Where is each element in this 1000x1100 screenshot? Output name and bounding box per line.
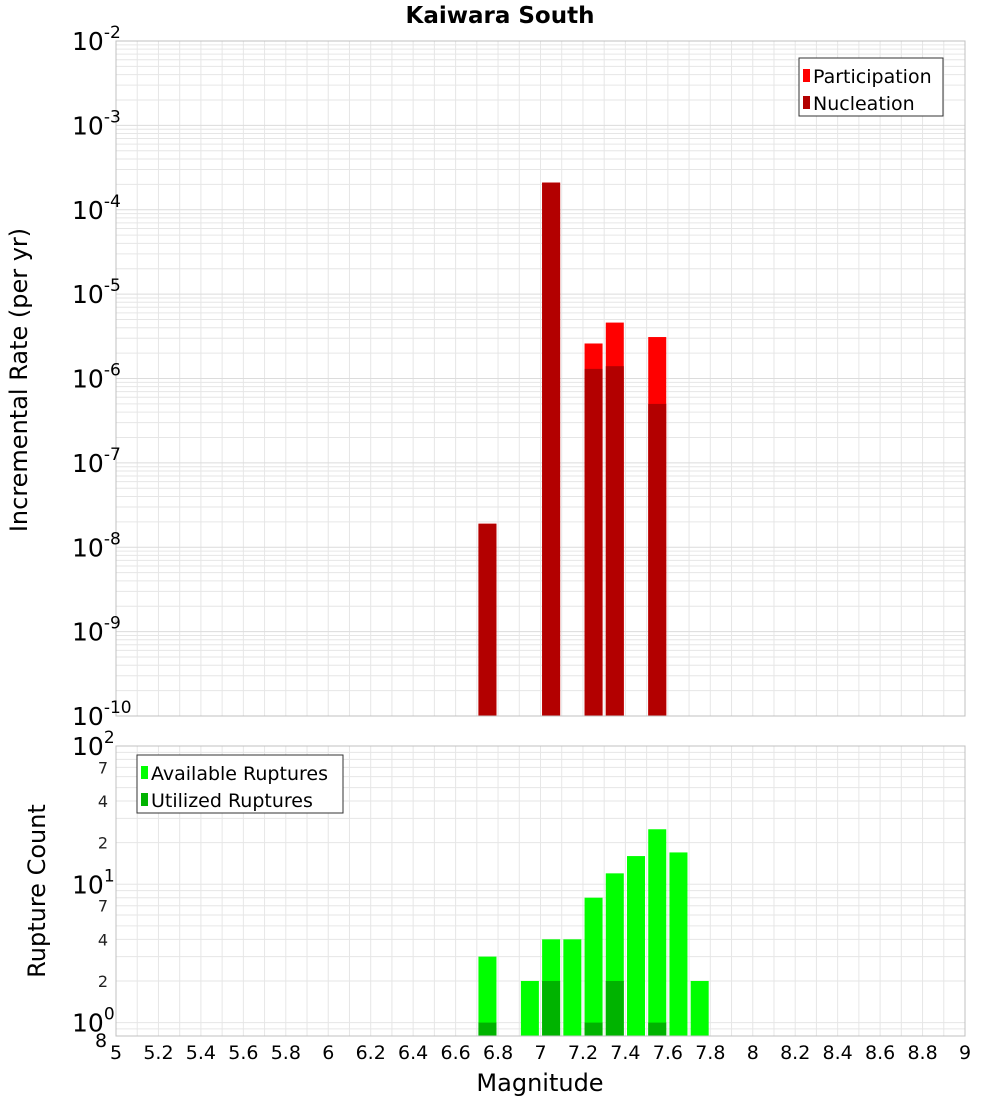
nucleation-bar [584, 368, 603, 716]
y-minor-tick-label: 2 [98, 972, 108, 991]
legend-box [136, 754, 344, 814]
x-tick-label: 5.2 [143, 1042, 173, 1064]
x-tick-label: 9 [959, 1042, 971, 1064]
x-tick-label: 7.6 [653, 1042, 683, 1064]
available-ruptures-bar [520, 980, 539, 1036]
nucleation-bar [648, 403, 667, 716]
x-tick-label: 5.6 [228, 1042, 258, 1064]
x-axis-title: Magnitude [476, 1069, 603, 1097]
y-minor-tick-label: 7 [98, 897, 108, 916]
x-tick-label: 5.8 [271, 1042, 301, 1064]
y-tick-label: 10-9 [72, 614, 121, 647]
available-ruptures-bar [669, 852, 688, 1036]
x-tick-label: 8.2 [780, 1042, 810, 1064]
x-tick-label: 7.8 [695, 1042, 725, 1064]
legend-swatch [803, 96, 810, 109]
rate-legend: Participation Nucleation [798, 57, 944, 117]
chart-title: Kaiwara South [406, 3, 595, 29]
y-tick-label: 10-5 [72, 276, 121, 309]
x-tick-label: 8.6 [865, 1042, 895, 1064]
available-ruptures-bar [584, 897, 603, 1036]
top-plot-frame [115, 40, 966, 717]
available-ruptures-bar [648, 829, 667, 1036]
x-tick-label: 6.8 [483, 1042, 513, 1064]
y-tick-label: 10-8 [72, 529, 121, 562]
y-tick-label: 10-10 [72, 698, 132, 731]
legend-label: Nucleation [813, 93, 915, 115]
top-y-axis-title: Incremental Rate (per yr) [5, 228, 33, 532]
y-tick-label: 10-6 [72, 361, 121, 394]
x-tick-label: 8 [747, 1042, 759, 1064]
legend-box [798, 57, 944, 117]
x-tick-label: 8.8 [907, 1042, 937, 1064]
available-ruptures-bar [690, 980, 709, 1036]
rupture-count-panel: 100 101 102 8 2 4 7 2 4 7 Available Ruptures Utiliz… [72, 728, 966, 1052]
legend-label: Available Ruptures [151, 763, 328, 785]
x-tick-label: 5.4 [186, 1042, 216, 1064]
utilized-ruptures-bar [605, 980, 624, 1036]
x-axis: 5 5.2 5.4 5.6 5.8 6 6.2 6.4 6.6 6.8 7 7.2 7.4 7.6 7.8 8… [110, 1042, 971, 1064]
available-ruptures-bar [563, 939, 582, 1036]
utilized-ruptures-bar [584, 1022, 603, 1036]
y-tick-label: 101 [72, 866, 115, 899]
x-tick-label: 8.4 [823, 1042, 853, 1064]
bottom-y-axis-title: Rupture Count [23, 804, 51, 978]
x-tick-label: 6.2 [356, 1042, 386, 1064]
nucleation-bar [605, 366, 624, 716]
bottom-plot-frame [115, 745, 966, 1037]
y-minor-tick-label: 7 [98, 758, 108, 777]
x-tick-label: 6.6 [440, 1042, 470, 1064]
nucleation-bar [478, 523, 497, 716]
x-tick-label: 5 [110, 1042, 122, 1064]
y-minor-tick-label: 8 [95, 1030, 107, 1052]
y-tick-label: 10-4 [72, 192, 121, 225]
y-tick-label: 10-2 [72, 23, 121, 56]
legend-label: Utilized Ruptures [151, 790, 313, 812]
y-tick-label: 102 [72, 728, 115, 761]
y-minor-tick-label: 4 [98, 792, 108, 811]
x-tick-label: 7 [534, 1042, 546, 1064]
utilized-ruptures-bar [542, 980, 561, 1036]
x-tick-label: 6 [322, 1042, 334, 1064]
legend-swatch [803, 69, 810, 82]
utilized-ruptures-bar [648, 1022, 667, 1036]
x-tick-label: 6.4 [398, 1042, 428, 1064]
y-tick-label: 100 [72, 1005, 115, 1038]
rate-panel: 10-10 10-9 10-8 10-7 10-6 10-5 10-4 10-3 10-2 Par… [72, 23, 966, 731]
legend-label: Participation [813, 66, 932, 88]
rupture-legend: Available Ruptures Utilized Ruptures [136, 754, 344, 814]
legend-swatch [141, 766, 148, 779]
x-tick-label: 7.4 [610, 1042, 640, 1064]
nucleation-bar [542, 182, 561, 716]
y-minor-tick-label: 4 [98, 930, 108, 949]
available-ruptures-bar [478, 956, 497, 1036]
y-minor-tick-label: 2 [98, 834, 108, 853]
available-ruptures-bar [627, 856, 646, 1036]
y-tick-label: 10-7 [72, 445, 121, 478]
utilized-ruptures-bar [478, 1022, 497, 1036]
x-tick-label: 7.2 [568, 1042, 598, 1064]
y-tick-label: 10-3 [72, 107, 121, 140]
legend-swatch [141, 793, 148, 806]
